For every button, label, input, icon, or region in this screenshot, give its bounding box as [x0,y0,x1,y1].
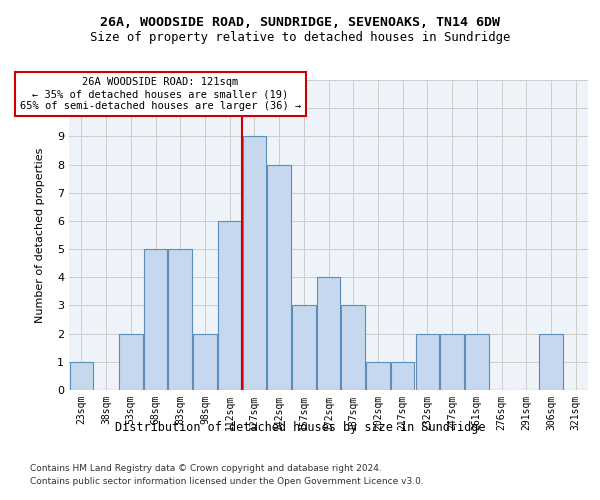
Bar [416,334,439,390]
Bar [317,278,340,390]
Text: Contains HM Land Registry data © Crown copyright and database right 2024.: Contains HM Land Registry data © Crown c… [30,464,382,473]
Text: Size of property relative to detached houses in Sundridge: Size of property relative to detached ho… [90,31,510,44]
Bar [391,362,415,390]
Y-axis label: Number of detached properties: Number of detached properties [35,148,44,322]
Text: 26A WOODSIDE ROAD: 121sqm
← 35% of detached houses are smaller (19)
65% of semi-: 26A WOODSIDE ROAD: 121sqm ← 35% of detac… [20,78,301,110]
Bar [144,249,167,390]
Bar [268,164,291,390]
Text: Distribution of detached houses by size in Sundridge: Distribution of detached houses by size … [115,421,485,434]
Bar [218,221,241,390]
Bar [169,249,192,390]
Bar [465,334,488,390]
Bar [539,334,563,390]
Bar [70,362,93,390]
Bar [193,334,217,390]
Text: 26A, WOODSIDE ROAD, SUNDRIDGE, SEVENOAKS, TN14 6DW: 26A, WOODSIDE ROAD, SUNDRIDGE, SEVENOAKS… [100,16,500,29]
Text: Contains public sector information licensed under the Open Government Licence v3: Contains public sector information licen… [30,477,424,486]
Bar [366,362,389,390]
Bar [341,306,365,390]
Bar [119,334,143,390]
Bar [440,334,464,390]
Bar [242,136,266,390]
Bar [292,306,316,390]
